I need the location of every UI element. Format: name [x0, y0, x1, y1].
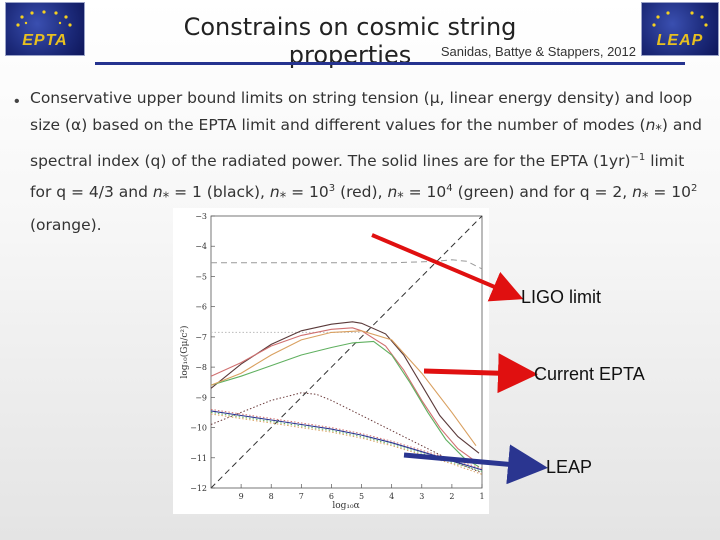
star-ring-icon	[652, 11, 708, 27]
bullet-marker: •	[14, 93, 20, 110]
y-tick-label: −9	[195, 393, 207, 402]
series-line-8	[210, 408, 483, 469]
plot-background	[173, 208, 489, 514]
y-tick-label: −10	[190, 424, 207, 433]
y-tick-label: −11	[190, 454, 207, 463]
series-line-0	[211, 259, 483, 270]
y-tick-label: −5	[195, 272, 207, 281]
series-line-9	[210, 411, 483, 472]
x-tick-label: 8	[269, 492, 274, 501]
leap-logo: LEAP	[641, 2, 719, 56]
star-ring-icon	[16, 10, 72, 27]
cosmic-string-limits-plot: 9 8 7 6 5 4 3 2 1−3−4−5−6−7−8−9−10−11−12 log₁₀α …	[173, 208, 489, 514]
leap-arrow	[403, 444, 548, 485]
logo-text-epta: EPTA	[22, 32, 68, 49]
x-tick-label: 7	[299, 492, 304, 501]
epta-logo: EPTA	[5, 2, 85, 56]
series-line-10	[210, 413, 483, 475]
y-tick-label: −12	[190, 484, 207, 493]
series-line-7	[210, 392, 483, 474]
x-tick-label: 2	[449, 492, 454, 501]
logo-text-leap: LEAP	[656, 32, 704, 49]
series-line-3	[210, 321, 480, 454]
series-line-5	[210, 340, 480, 468]
title-rule	[95, 62, 685, 65]
series-line-6	[210, 330, 477, 447]
ligo-limit-label: LIGO limit	[521, 287, 602, 307]
y-tick-label: −7	[195, 333, 207, 342]
x-tick-label: 3	[419, 492, 424, 501]
ligo-arrow	[371, 233, 524, 302]
x-tick-label: 5	[359, 492, 364, 501]
citation: Sanidas, Battye & Stappers, 2012	[440, 44, 636, 59]
x-tick-label: 4	[389, 492, 394, 501]
y-tick-label: −3	[195, 212, 207, 221]
x-tick-label: 9	[239, 492, 244, 501]
current-epta-label: Current EPTA	[534, 364, 645, 384]
y-tick-label: −6	[195, 303, 207, 312]
plot-frame	[210, 215, 483, 489]
series-line-1	[210, 215, 483, 489]
y-axis-label: log₁₀(Gμ/c²)	[179, 325, 190, 378]
y-tick-label: −8	[195, 363, 207, 372]
x-tick-label: 1	[479, 492, 484, 501]
x-axis-label: log₁₀α	[332, 501, 359, 511]
y-tick-label: −4	[195, 242, 207, 251]
epta-arrow	[423, 353, 538, 394]
leap-label: LEAP	[546, 457, 593, 477]
x-tick-label: 6	[329, 492, 334, 501]
bullet-text: Conservative upper bound limits on strin…	[30, 89, 702, 234]
